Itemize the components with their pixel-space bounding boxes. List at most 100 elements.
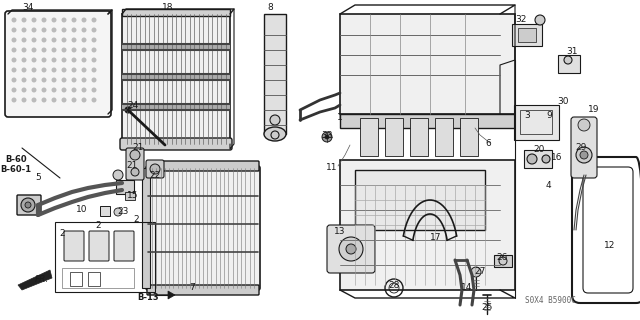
Circle shape: [42, 47, 47, 52]
Circle shape: [61, 58, 67, 62]
Circle shape: [61, 18, 67, 22]
Circle shape: [21, 198, 35, 212]
Bar: [355, 170, 485, 230]
Bar: [122, 9, 230, 16]
Text: 19: 19: [588, 106, 600, 115]
Circle shape: [92, 37, 97, 43]
Circle shape: [31, 98, 36, 102]
Text: 15: 15: [127, 190, 139, 199]
Circle shape: [535, 15, 545, 25]
Circle shape: [12, 37, 17, 43]
Text: 3: 3: [524, 110, 530, 119]
Bar: [435, 118, 453, 156]
Circle shape: [61, 37, 67, 43]
Text: 30: 30: [557, 97, 569, 106]
Circle shape: [22, 58, 26, 62]
Text: 4: 4: [545, 180, 551, 189]
Circle shape: [22, 98, 26, 102]
Text: 13: 13: [334, 228, 346, 236]
Bar: [125, 192, 135, 200]
Bar: [70, 272, 82, 286]
Circle shape: [12, 18, 17, 22]
Circle shape: [25, 202, 31, 208]
Ellipse shape: [264, 127, 286, 141]
Circle shape: [31, 28, 36, 33]
Circle shape: [42, 28, 47, 33]
Circle shape: [31, 37, 36, 43]
Text: 2: 2: [95, 220, 101, 229]
Circle shape: [22, 28, 26, 33]
Circle shape: [271, 131, 279, 139]
Circle shape: [51, 58, 56, 62]
Circle shape: [12, 58, 17, 62]
Text: 21: 21: [132, 143, 144, 153]
Circle shape: [31, 87, 36, 92]
Circle shape: [61, 68, 67, 73]
Circle shape: [51, 47, 56, 52]
Text: 12: 12: [604, 241, 616, 250]
Circle shape: [72, 18, 77, 22]
Text: 31: 31: [566, 47, 578, 57]
Text: 29: 29: [575, 143, 587, 153]
Circle shape: [92, 77, 97, 83]
Circle shape: [61, 28, 67, 33]
Text: 17: 17: [430, 234, 442, 243]
Bar: [410, 118, 428, 156]
Circle shape: [22, 68, 26, 73]
Circle shape: [72, 28, 77, 33]
Text: 6: 6: [485, 139, 491, 148]
Bar: [514, 105, 559, 140]
Text: 25: 25: [481, 303, 493, 313]
Circle shape: [22, 37, 26, 43]
Circle shape: [72, 87, 77, 92]
Text: 27: 27: [474, 268, 486, 276]
Circle shape: [42, 87, 47, 92]
Circle shape: [92, 98, 97, 102]
Text: 33: 33: [321, 131, 333, 140]
Bar: [116, 180, 134, 194]
FancyBboxPatch shape: [571, 117, 597, 178]
Bar: [122, 74, 230, 80]
Bar: [142, 168, 150, 288]
Circle shape: [51, 18, 56, 22]
Circle shape: [81, 18, 86, 22]
Text: B-60-1: B-60-1: [1, 165, 31, 174]
Circle shape: [31, 68, 36, 73]
Circle shape: [127, 170, 137, 180]
FancyBboxPatch shape: [146, 166, 260, 290]
Polygon shape: [168, 291, 175, 299]
Text: 1: 1: [337, 114, 343, 123]
FancyBboxPatch shape: [64, 231, 84, 261]
Circle shape: [12, 87, 17, 92]
Circle shape: [81, 87, 86, 92]
Bar: [494, 255, 512, 267]
Bar: [62, 268, 134, 288]
Bar: [340, 114, 515, 128]
Bar: [520, 110, 552, 134]
Circle shape: [113, 170, 123, 180]
Text: FR.: FR.: [35, 276, 49, 284]
Polygon shape: [18, 270, 52, 290]
Circle shape: [42, 77, 47, 83]
Text: 10: 10: [76, 205, 88, 214]
Circle shape: [51, 98, 56, 102]
Circle shape: [61, 87, 67, 92]
Circle shape: [81, 28, 86, 33]
Bar: [360, 118, 378, 156]
Circle shape: [72, 77, 77, 83]
FancyBboxPatch shape: [327, 225, 375, 273]
Circle shape: [31, 18, 36, 22]
Circle shape: [42, 37, 47, 43]
FancyBboxPatch shape: [17, 195, 41, 215]
Circle shape: [42, 18, 47, 22]
Text: 22: 22: [149, 171, 161, 180]
Text: 28: 28: [388, 281, 400, 290]
Circle shape: [92, 68, 97, 73]
Circle shape: [31, 47, 36, 52]
Circle shape: [92, 18, 97, 22]
Bar: [524, 150, 552, 168]
Bar: [512, 24, 542, 46]
Text: 5: 5: [35, 173, 41, 182]
FancyBboxPatch shape: [120, 138, 232, 150]
Circle shape: [131, 168, 139, 176]
